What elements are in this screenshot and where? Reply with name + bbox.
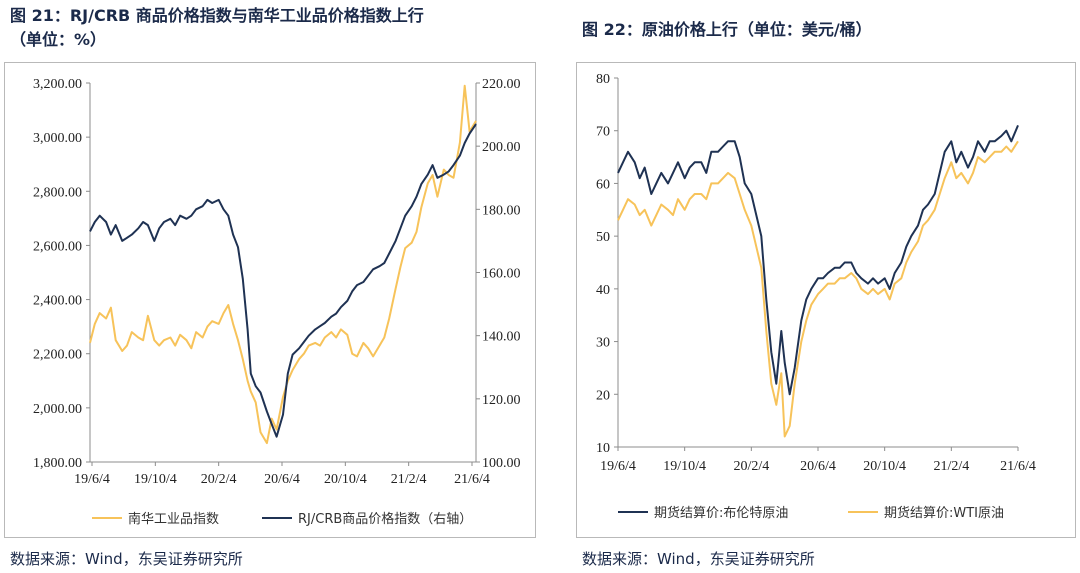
x-tick-label: 20/6/4: [264, 472, 300, 487]
series-line-rjcrb: [89, 123, 477, 438]
legend-label-rjcrb: RJ/CRB商品价格指数（右轴）: [298, 511, 472, 527]
y-left-tick-label: 2,800.00: [33, 185, 82, 200]
source-note-right: 数据来源：Wind，东吴证券研究所: [582, 550, 815, 568]
chart-panel-right: 图 22：原油价格上行（单位：美元/桶） 80 70 60 50 40 30 20 10 19/…: [572, 0, 1080, 573]
y-tick-label: 70: [596, 125, 610, 140]
x-tick-label: 20/2/4: [733, 459, 769, 474]
y-right-tick-label: 220.00: [482, 77, 521, 92]
y-tick-label: 20: [596, 388, 610, 403]
y-right-tick-label: 200.00: [482, 140, 521, 155]
chart-title-right: 图 22：原油价格上行（单位：美元/桶）: [582, 20, 872, 39]
legend-label-brent: 期货结算价:布伦特原油: [654, 505, 788, 521]
x-tick-label: 20/10/4: [863, 459, 906, 474]
y-tick-label: 40: [596, 283, 610, 298]
y-left-tick-label: 2,000.00: [33, 402, 82, 417]
chart-svg-right: 80 70 60 50 40 30 20 10 19/6/4 19/10/4 20/2/4 20/6/…: [596, 72, 1036, 521]
y-left-tick-label: 3,000.00: [33, 131, 82, 146]
title-line-1: 图 21：RJ/CRB 商品价格指数与南华工业品价格指数上行: [10, 6, 424, 25]
x-tick-label: 20/2/4: [201, 472, 237, 487]
x-tick-label: 21/6/4: [1000, 459, 1036, 474]
x-tick-label: 20/10/4: [324, 472, 367, 487]
legend-label-nanhua: 南华工业品指数: [128, 511, 219, 527]
y-tick-label: 50: [596, 230, 610, 245]
y-left-tick-label: 2,400.00: [33, 294, 82, 309]
source-note-left: 数据来源：Wind，东吴证券研究所: [10, 550, 243, 568]
chart-title-left: 图 21：RJ/CRB 商品价格指数与南华工业品价格指数上行 （单位：%）: [10, 4, 424, 52]
x-tick-label: 21/6/4: [454, 472, 490, 487]
x-tick-label: 19/10/4: [663, 459, 706, 474]
y-tick-label: 80: [596, 72, 610, 87]
y-right-tick-label: 180.00: [482, 203, 521, 218]
y-right-tick-label: 120.00: [482, 393, 521, 408]
x-tick-label: 19/6/4: [74, 472, 110, 487]
x-tick-label: 21/2/4: [933, 459, 969, 474]
chart-frame-right: [576, 62, 1076, 538]
x-tick-label: 19/6/4: [600, 459, 636, 474]
y-left-tick-label: 1,800.00: [33, 456, 82, 471]
title-line-2: （单位：%）: [10, 30, 107, 49]
x-tick-label: 21/2/4: [391, 472, 427, 487]
chart-frame-left: [4, 62, 536, 538]
chart-svg-left: 3,200.00 3,000.00 2,800.00 2,600.00 2,400.00…: [33, 77, 521, 527]
y-left-tick-label: 2,200.00: [33, 348, 82, 363]
x-tick-label: 20/6/4: [800, 459, 836, 474]
y-tick-label: 30: [596, 336, 610, 351]
y-right-tick-label: 140.00: [482, 330, 521, 345]
series-line-wti: [617, 140, 1019, 438]
y-right-tick-label: 100.00: [482, 456, 521, 471]
y-tick-label: 10: [596, 441, 610, 456]
y-tick-label: 60: [596, 177, 610, 192]
series-line-brent: [617, 125, 1019, 396]
y-left-tick-label: 3,200.00: [33, 77, 82, 92]
y-right-tick-label: 160.00: [482, 267, 521, 282]
x-tick-label: 19/10/4: [134, 472, 177, 487]
y-left-tick-label: 2,600.00: [33, 239, 82, 254]
chart-panel-left: 图 21：RJ/CRB 商品价格指数与南华工业品价格指数上行 （单位：%） 3,…: [4, 4, 536, 568]
legend-label-wti: 期货结算价:WTI原油: [884, 505, 1004, 521]
series-line-nanhua: [89, 84, 477, 445]
